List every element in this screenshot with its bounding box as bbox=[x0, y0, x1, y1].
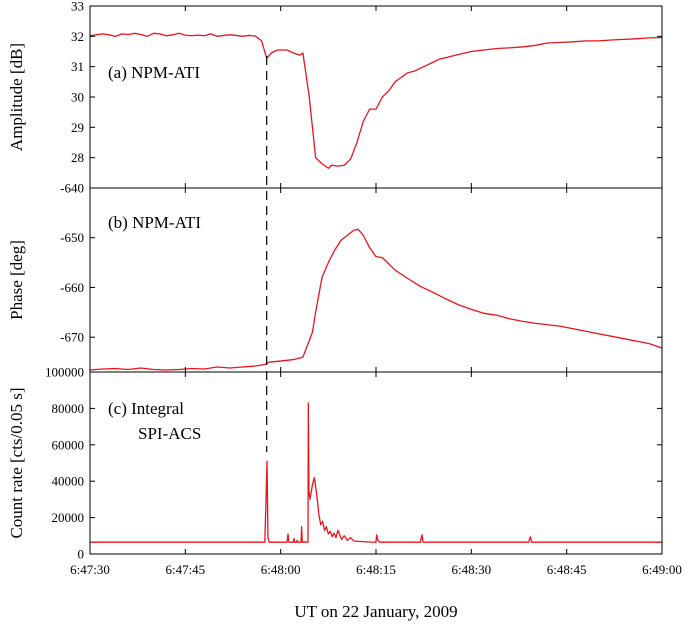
amplitude-ytick-label: 32 bbox=[71, 29, 84, 44]
xtick-label: 6:47:45 bbox=[165, 562, 205, 577]
amplitude-ytick-label: 29 bbox=[71, 120, 84, 135]
countrate-ytick-label: 60000 bbox=[52, 437, 85, 452]
amplitude-panel-frame bbox=[89, 5, 663, 189]
amplitude-ytick-label: 33 bbox=[71, 0, 84, 14]
amplitude-ytick-label: 31 bbox=[71, 59, 84, 74]
countrate-ytick-label: 80000 bbox=[52, 401, 85, 416]
countrate-ytick-label: 100000 bbox=[45, 365, 84, 380]
amplitude-ytick-label: 30 bbox=[71, 90, 84, 105]
countrate-panel-label: (c) Integral bbox=[108, 399, 184, 418]
xtick-label: 6:48:15 bbox=[356, 562, 396, 577]
xtick-label: 6:49:00 bbox=[642, 562, 682, 577]
countrate-series-line bbox=[90, 402, 662, 543]
phase-ytick-label: -640 bbox=[60, 181, 84, 196]
countrate-ylabel: Count rate [cts/0.05 s] bbox=[7, 387, 26, 538]
countrate-ytick-label: 20000 bbox=[52, 510, 85, 525]
phase-panel-label: (b) NPM-ATI bbox=[108, 213, 201, 232]
countrate-ytick-label: 0 bbox=[78, 547, 85, 562]
phase-ytick-label: -670 bbox=[60, 330, 84, 345]
xtick-label: 6:48:30 bbox=[451, 562, 491, 577]
countrate-panel-frame bbox=[89, 371, 663, 555]
xlabel: UT on 22 January, 2009 bbox=[294, 602, 457, 621]
countrate-ytick-label: 40000 bbox=[52, 474, 85, 489]
phase-series-line bbox=[89, 228, 663, 371]
phase-ylabel: Phase [deg] bbox=[7, 240, 26, 320]
phase-ytick-label: -660 bbox=[60, 280, 84, 295]
amplitude-ytick-label: 28 bbox=[71, 150, 84, 165]
amplitude-panel-label: (a) NPM-ATI bbox=[108, 63, 200, 82]
amplitude-ylabel: Amplitude [dB] bbox=[7, 43, 26, 151]
xtick-label: 6:47:30 bbox=[70, 562, 110, 577]
xtick-label: 6:48:00 bbox=[261, 562, 301, 577]
countrate-panel-label: SPI-ACS bbox=[138, 424, 201, 443]
xtick-label: 6:48:45 bbox=[547, 562, 587, 577]
amplitude-series-line bbox=[89, 32, 663, 169]
phase-ytick-label: -650 bbox=[60, 230, 84, 245]
